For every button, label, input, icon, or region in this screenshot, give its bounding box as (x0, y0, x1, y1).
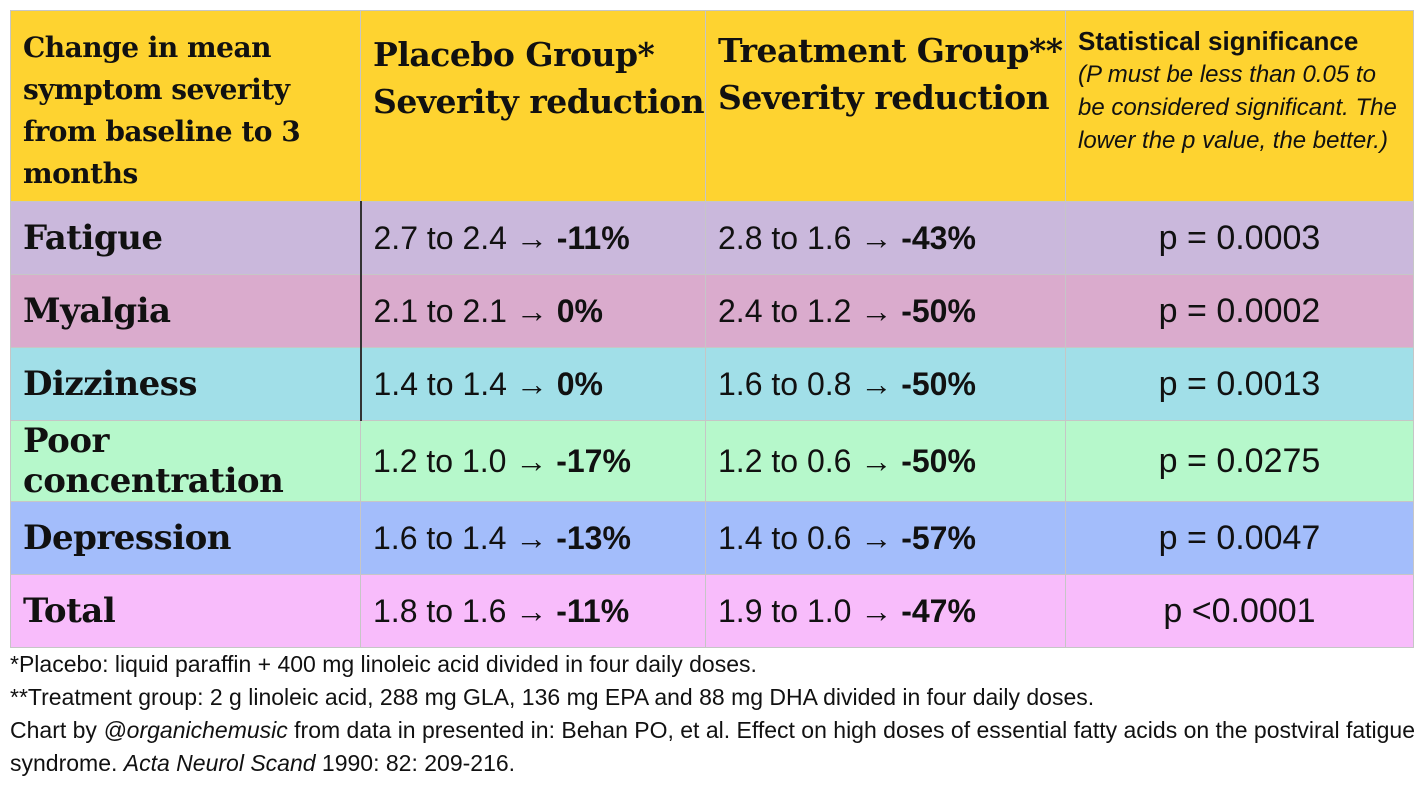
symptom-label: Dizziness (23, 364, 198, 404)
table-row: Dizziness 1.4 to 1.4 → 0% 1.6 to 0.8 → -50… (10, 347, 1414, 421)
symptom-label: Fatigue (23, 218, 163, 258)
header-cell-significance: Statistical significance (P must be less… (1065, 10, 1414, 202)
treatment-change: -50% (901, 292, 976, 329)
symptom-cell: Total (10, 574, 361, 648)
p-value: p = 0.0003 (1158, 218, 1321, 257)
p-value: p = 0.0013 (1158, 364, 1321, 403)
header-cell-treatment: Treatment Group** Severity reduction (705, 10, 1066, 202)
header-row: Change in mean symptom severity from bas… (10, 10, 1414, 202)
placebo-range: 2.7 to 2.4 → (373, 219, 557, 256)
treatment-cell: 2.8 to 1.6 → -43% (705, 201, 1066, 275)
header-significance-note: (P must be less than 0.05 to be consider… (1078, 61, 1397, 154)
footnotes: *Placebo: liquid paraffin + 400 mg linol… (10, 648, 1420, 780)
placebo-range: 1.4 to 1.4 → (373, 365, 557, 402)
symptom-cell: Dizziness (10, 347, 361, 421)
symptom-cell: Fatigue (10, 201, 361, 275)
treatment-range: 1.4 to 0.6 → (718, 519, 902, 556)
p-value-cell: p <0.0001 (1065, 574, 1414, 648)
credit-journal: Acta Neurol Scand (123, 750, 316, 776)
table-row: Myalgia 2.1 to 2.1 → 0% 2.4 to 1.2 → -50% p… (10, 274, 1414, 348)
p-value-cell: p = 0.0275 (1065, 420, 1414, 502)
p-value: p = 0.0275 (1158, 441, 1321, 480)
footnote-credit: Chart by @organichemusic from data in pr… (10, 714, 1420, 780)
table-row: Total 1.8 to 1.6 → -11% 1.9 to 1.0 → -47% p… (10, 574, 1414, 648)
footnote-placebo: *Placebo: liquid paraffin + 400 mg linol… (10, 651, 757, 677)
treatment-cell: 1.2 to 0.6 → -50% (705, 420, 1066, 502)
symptom-cell: Poor concentration (10, 420, 361, 502)
p-value-cell: p = 0.0003 (1065, 201, 1414, 275)
data-table: Change in mean symptom severity from bas… (10, 10, 1414, 648)
placebo-change: -17% (556, 442, 631, 479)
placebo-cell: 2.7 to 2.4 → -11% (359, 201, 706, 275)
treatment-change: -57% (901, 519, 976, 556)
symptom-label: Poor concentration (23, 421, 284, 501)
table-row: Poor concentration 1.2 to 1.0 → -17% 1.2 t… (10, 420, 1414, 502)
symptom-cell: Depression (10, 501, 361, 575)
placebo-change: -13% (556, 519, 631, 556)
placebo-cell: 1.6 to 1.4 → -13% (360, 501, 706, 575)
treatment-change: -50% (901, 442, 976, 479)
header-placebo-line2: Severity reduction (373, 82, 705, 121)
treatment-cell: 1.6 to 0.8 → -50% (705, 347, 1066, 421)
placebo-range: 1.2 to 1.0 → (373, 442, 557, 479)
placebo-range: 1.8 to 1.6 → (373, 592, 557, 629)
treatment-range: 2.8 to 1.6 → (718, 219, 902, 256)
header-cell-placebo: Placebo Group* Severity reduction (360, 10, 706, 202)
placebo-range: 2.1 to 2.1 → (373, 292, 557, 329)
p-value-cell: p = 0.0013 (1065, 347, 1414, 421)
placebo-cell: 1.2 to 1.0 → -17% (360, 420, 706, 502)
placebo-change: 0% (556, 365, 603, 402)
placebo-change: 0% (556, 292, 603, 329)
footnote-treatment: **Treatment group: 2 g linoleic acid, 28… (10, 684, 1095, 710)
treatment-range: 1.9 to 1.0 → (718, 592, 902, 629)
table-row: Depression 1.6 to 1.4 → -13% 1.4 to 0.6 → … (10, 501, 1414, 575)
treatment-range: 1.6 to 0.8 → (718, 365, 902, 402)
treatment-cell: 1.4 to 0.6 → -57% (705, 501, 1066, 575)
placebo-cell: 2.1 to 2.1 → 0% (359, 274, 706, 348)
header-treatment-line2: Severity reduction (718, 78, 1050, 117)
placebo-range: 1.6 to 1.4 → (373, 519, 557, 556)
credit-citation-end: 1990: 82: 209-216. (315, 750, 516, 776)
treatment-cell: 1.9 to 1.0 → -47% (705, 574, 1066, 648)
treatment-range: 2.4 to 1.2 → (718, 292, 902, 329)
symptom-label: Myalgia (23, 291, 171, 331)
header-cell-symptom: Change in mean symptom severity from bas… (10, 10, 361, 202)
symptom-label: Depression (23, 518, 232, 558)
placebo-change: -11% (556, 219, 630, 256)
treatment-range: 1.2 to 0.6 → (718, 442, 902, 479)
table-row: Fatigue 2.7 to 2.4 → -11% 2.8 to 1.6 → -43… (10, 201, 1414, 275)
p-value: p = 0.0002 (1158, 291, 1321, 330)
credit-prefix: Chart by (10, 717, 104, 743)
header-placebo-line1: Placebo Group* (373, 35, 655, 74)
p-value-cell: p = 0.0002 (1065, 274, 1414, 348)
treatment-change: -47% (901, 592, 976, 629)
p-value-cell: p = 0.0047 (1065, 501, 1414, 575)
symptom-label: Total (23, 591, 116, 631)
placebo-cell: 1.4 to 1.4 → 0% (359, 347, 706, 421)
header-symptom-label: Change in mean symptom severity from bas… (23, 31, 301, 190)
credit-middle: from data in presented in: Behan PO, et … (10, 717, 1416, 776)
placebo-cell: 1.8 to 1.6 → -11% (360, 574, 706, 648)
p-value: p = 0.0047 (1158, 518, 1321, 557)
header-treatment-line1: Treatment Group** (718, 31, 1063, 70)
p-value: p <0.0001 (1163, 591, 1316, 630)
treatment-change: -50% (901, 365, 976, 402)
treatment-cell: 2.4 to 1.2 → -50% (705, 274, 1066, 348)
symptom-cell: Myalgia (10, 274, 361, 348)
placebo-change: -11% (556, 592, 630, 629)
credit-handle: @organichemusic (103, 717, 288, 743)
header-significance-title: Statistical significance (1078, 26, 1359, 56)
treatment-change: -43% (901, 219, 976, 256)
